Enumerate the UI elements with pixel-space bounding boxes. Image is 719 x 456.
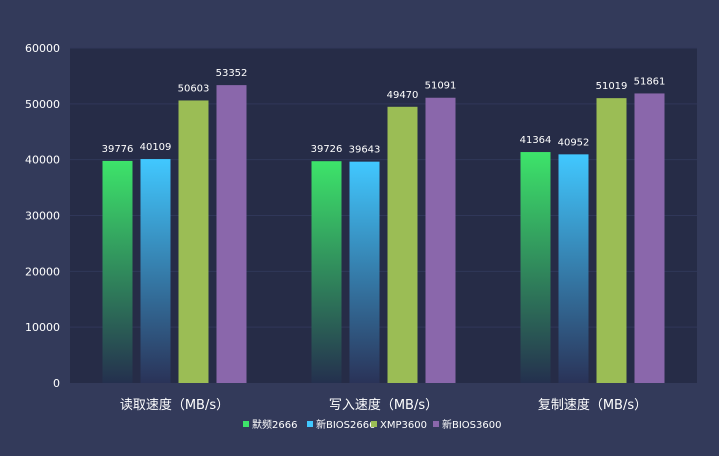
data-label: 41364	[520, 135, 552, 146]
data-label: 50603	[178, 83, 210, 94]
legend-item[interactable]: XMP3600	[371, 420, 427, 431]
legend-label: 新BIOS3600	[442, 418, 501, 431]
bar[interactable]	[596, 98, 627, 383]
y-axis: 0 10000 20000 30000 40000 50000 60000	[25, 42, 60, 390]
bar[interactable]	[102, 160, 133, 383]
data-label: 39726	[311, 144, 343, 155]
data-label: 51091	[425, 81, 457, 92]
y-tick-label: 10000	[25, 321, 60, 334]
legend-swatch	[307, 421, 313, 427]
bar[interactable]	[520, 152, 551, 383]
y-tick-label: 60000	[25, 42, 60, 55]
x-category-label: 复制速度（MB/s）	[538, 397, 647, 413]
bar[interactable]	[634, 93, 665, 383]
bar[interactable]	[387, 106, 418, 383]
y-tick-label: 20000	[25, 265, 60, 278]
data-label: 51861	[634, 76, 666, 87]
legend-label: 新BIOS2666	[316, 418, 375, 431]
legend-label: 默频2666	[252, 418, 297, 431]
legend-swatch	[243, 421, 249, 427]
data-labels: 39776 40109 50603 53352 39726 39643 49470 51091…	[102, 68, 666, 156]
gridlines	[70, 47, 697, 328]
data-label: 39643	[349, 145, 381, 156]
data-label: 40952	[558, 137, 590, 148]
x-category-label: 读取速度（MB/s）	[120, 397, 229, 413]
legend[interactable]: 默频2666 新BIOS2666 XMP3600 新BIOS3600	[243, 418, 501, 431]
legend-item[interactable]: 新BIOS2666	[307, 418, 375, 431]
bar[interactable]	[558, 154, 589, 383]
legend-swatch	[371, 421, 377, 427]
data-label: 39776	[102, 144, 134, 155]
bars	[102, 85, 665, 384]
legend-item[interactable]: 新BIOS3600	[433, 418, 501, 431]
x-category-label: 写入速度（MB/s）	[329, 397, 438, 413]
y-tick-label: 50000	[25, 98, 60, 111]
legend-swatch	[433, 421, 439, 427]
y-tick-label: 0	[53, 377, 60, 390]
x-axis: 读取速度（MB/s） 写入速度（MB/s） 复制速度（MB/s）	[120, 397, 647, 413]
bar[interactable]	[349, 161, 380, 383]
legend-label: XMP3600	[380, 420, 427, 431]
data-label: 40109	[140, 142, 172, 153]
bar[interactable]	[216, 85, 247, 384]
bar[interactable]	[311, 161, 342, 383]
y-tick-label: 30000	[25, 210, 60, 223]
y-tick-label: 40000	[25, 154, 60, 167]
bar[interactable]	[140, 159, 171, 383]
legend-item[interactable]: 默频2666	[243, 418, 297, 431]
data-label: 51019	[596, 81, 628, 92]
bar[interactable]	[425, 97, 456, 383]
data-label: 53352	[216, 68, 248, 79]
bar[interactable]	[178, 100, 209, 383]
data-label: 49470	[387, 90, 419, 101]
